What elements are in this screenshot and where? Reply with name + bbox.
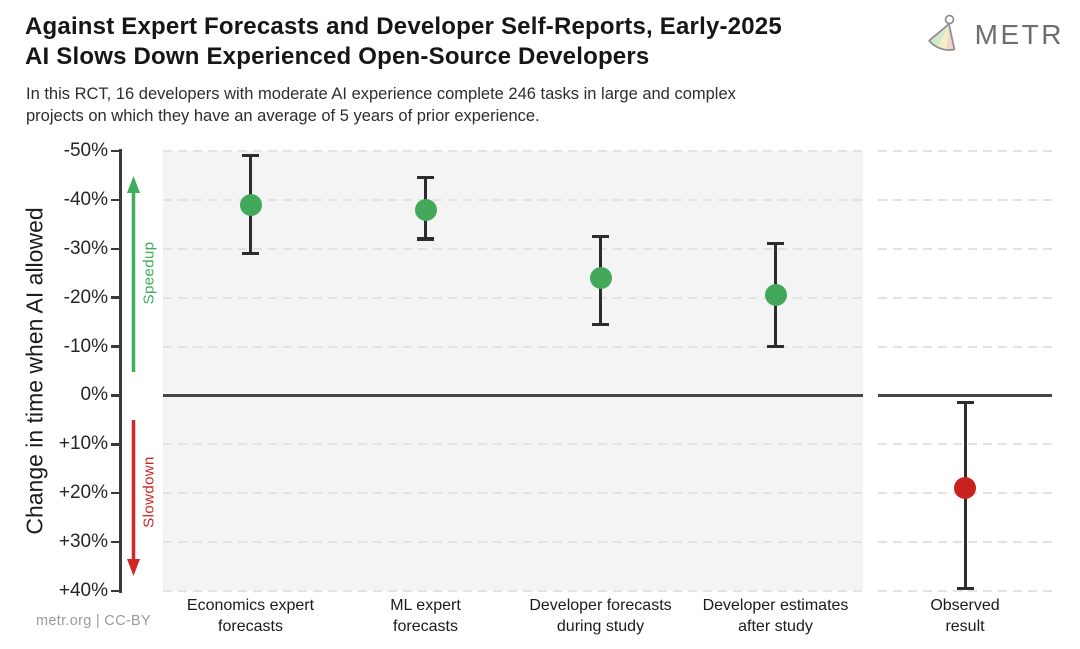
y-tick-mark [111,540,120,544]
y-tick-mark [111,296,120,299]
category-label-line: forecasts [218,617,283,635]
category-label-line: Developer forecasts [529,597,672,614]
data-point-main [764,284,787,307]
y-tick-label: +40% [58,580,108,601]
gridline [878,296,1052,299]
error-bar-cap-bottom [956,586,974,591]
y-tick-label: -10% [63,335,108,357]
category-label-line: ML expert [390,597,461,614]
subtitle-line-1: In this RCT, 16 developers with moderate… [26,85,736,103]
y-axis-spine [119,149,122,593]
data-point-main [589,267,612,290]
error-bar-cap-bottom [242,252,259,256]
gridline [878,150,1052,152]
gridline [878,590,1052,592]
data-point-right [954,477,976,500]
y-tick-label: +10% [58,433,108,455]
y-tick-mark [111,247,120,251]
gridline [163,198,863,201]
category-label-line: during study [556,617,645,635]
category-label: Economics expert forecasts [139,596,363,637]
error-bar-cap-top [592,234,609,239]
gridline [163,492,863,495]
metr-logo-icon [927,14,955,51]
error-bar-cap-top [242,154,259,158]
gridline [163,590,863,592]
attribution-credit: metr.org | CC-BY [36,613,151,629]
metr-logo: METR [922,14,1064,55]
data-point-main [239,193,262,216]
speedup-label: Speedup [140,241,158,305]
title-line-1: Against Expert Forecasts and Developer S… [25,13,782,40]
category-label-line: Economics expert [186,597,315,614]
data-point-main [414,198,437,221]
error-bar-cap-bottom [592,322,609,327]
page-title: Against Expert Forecasts and Developer S… [25,12,782,72]
category-label: Developer forecasts during study [489,596,713,637]
y-tick-mark [111,589,120,593]
category-label-line: Developer estimates [702,597,849,614]
gridline [163,247,863,250]
zero-line [163,394,863,397]
speedup-arrow-icon [127,176,140,372]
y-tick-mark [111,149,120,153]
error-bar-cap-top [956,401,974,405]
error-bar-cap-top [417,176,434,180]
error-bar-cap-bottom [417,237,434,241]
slowdown-arrow-icon [127,420,140,576]
y-tick-label: -50% [63,140,108,161]
y-tick-mark [111,394,120,397]
gridline [878,198,1052,201]
metr-logo-text: METR [974,18,1064,50]
category-label-line: Observed [930,597,1000,614]
error-bar-cap-bottom [767,344,784,349]
y-tick-label: -20% [63,286,108,308]
gridline [163,345,863,348]
error-bar-cap-top [767,242,784,246]
gridline [163,296,863,299]
zero-line [878,394,1052,397]
category-label-line: result [945,617,985,635]
category-label: Observed result [853,596,1077,637]
chart-subtitle: In this RCT, 16 developers with moderate… [26,84,736,127]
category-label-line: forecasts [393,617,458,635]
y-tick-label: +20% [58,482,108,504]
gridline [163,150,863,152]
plot-area-forecasts [163,150,863,592]
category-label: Developer estimates after study [664,596,888,637]
slowdown-label: Slowdown [140,456,158,528]
y-tick-label: 0% [80,384,108,406]
y-tick-label: +30% [58,531,108,553]
y-tick-mark [111,345,120,348]
y-tick-mark [111,198,120,202]
gridline [878,345,1052,348]
category-label: ML expert forecasts [314,596,538,637]
y-tick-label: -40% [63,188,108,210]
gridline [163,443,863,446]
title-line-2: AI Slows Down Experienced Open-Source De… [25,43,650,70]
y-tick-mark [111,443,120,446]
y-tick-mark [111,491,120,495]
category-label-line: after study [738,617,813,635]
gridline [163,541,863,544]
y-tick-label: -30% [63,237,108,259]
subtitle-line-2: projects on which they have an average o… [26,106,540,125]
gridline [878,247,1052,250]
